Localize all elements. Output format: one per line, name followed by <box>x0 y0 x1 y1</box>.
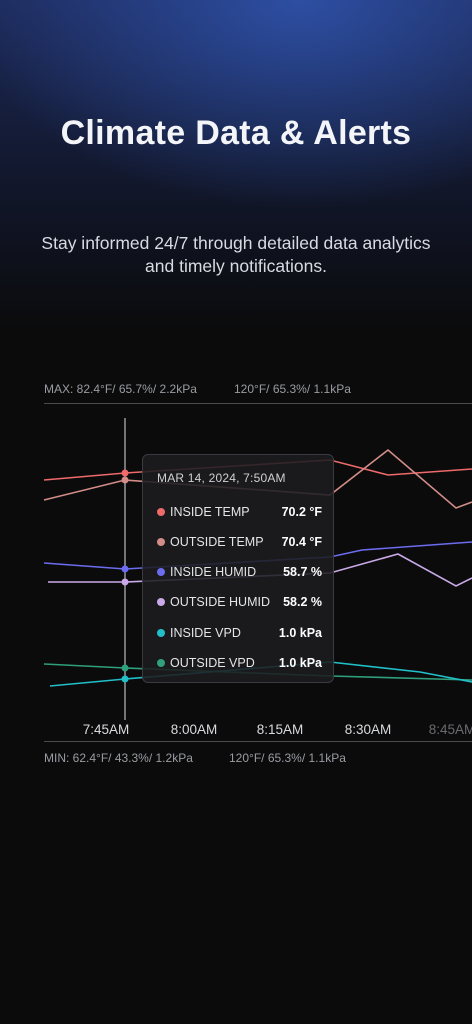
marker-inside-temp <box>121 469 129 477</box>
min-divider <box>44 741 472 742</box>
marker-outside-vpd <box>121 664 129 672</box>
tooltip-value: 1.0 kPa <box>278 626 322 640</box>
min-range-right: 120°F/ 65.3%/ 1.1kPa <box>229 751 346 765</box>
min-range-left: MIN: 62.4°F/ 43.3%/ 1.2kPa <box>44 751 193 765</box>
series-line-outside-humid <box>48 553 472 587</box>
tooltip-row-outside-temp: OUTSIDE TEMP 70.4 °F <box>157 534 327 550</box>
x-tick-label: 8:30AM <box>344 722 392 737</box>
page-subtitle: Stay informed 24/7 through detailed data… <box>41 233 431 276</box>
outside-temp-dot-icon <box>157 538 165 546</box>
tooltip-row-inside-humid: INSIDE HUMID 58.7 % <box>157 564 327 580</box>
hero-background <box>0 0 472 330</box>
max-range-left: MAX: 82.4°F/ 65.7%/ 2.2kPa <box>44 382 197 396</box>
x-tick-label: 8:45AM <box>428 722 472 737</box>
chart-tooltip: MAR 14, 2024, 7:50AM INSIDE TEMP 70.2 °F… <box>142 454 334 683</box>
tooltip-row-inside-vpd: INSIDE VPD 1.0 kPa <box>157 625 327 641</box>
marker-outside-humid <box>121 578 129 586</box>
tooltip-label: OUTSIDE VPD <box>170 656 255 670</box>
x-tick-label: 8:00AM <box>170 722 218 737</box>
inside-temp-dot-icon <box>157 508 165 516</box>
tooltip-date: MAR 14, 2024, 7:50AM <box>157 471 286 485</box>
tooltip-label: INSIDE TEMP <box>170 505 250 519</box>
inside-vpd-dot-icon <box>157 629 165 637</box>
x-tick-label: 8:15AM <box>256 722 304 737</box>
tooltip-row-outside-humid: OUTSIDE HUMID 58.2 % <box>157 594 327 610</box>
tooltip-value: 70.2 °F <box>281 505 322 519</box>
outside-humid-dot-icon <box>157 598 165 606</box>
tooltip-label: INSIDE HUMID <box>170 565 257 579</box>
series-line-outside-temp <box>43 448 472 509</box>
tooltip-row-inside-temp: INSIDE TEMP 70.2 °F <box>157 504 327 520</box>
page-title: Climate Data & Alerts <box>60 114 412 152</box>
tooltip-value: 58.2 % <box>283 595 322 609</box>
max-range-right: 120°F/ 65.3%/ 1.1kPa <box>234 382 351 396</box>
max-divider <box>44 403 472 404</box>
tooltip-label: OUTSIDE HUMID <box>170 595 270 609</box>
marker-inside-vpd <box>121 675 129 683</box>
tooltip-value: 1.0 kPa <box>278 656 322 670</box>
marker-outside-temp <box>121 476 129 484</box>
x-tick-label: 7:45AM <box>82 722 130 737</box>
tooltip-value: 70.4 °F <box>281 535 322 549</box>
marker-inside-humid <box>121 565 129 573</box>
tooltip-row-outside-vpd: OUTSIDE VPD 1.0 kPa <box>157 655 327 671</box>
tooltip-label: INSIDE VPD <box>170 626 241 640</box>
tooltip-value: 58.7 % <box>283 565 322 579</box>
outside-vpd-dot-icon <box>157 659 165 667</box>
inside-humid-dot-icon <box>157 568 165 576</box>
tooltip-label: OUTSIDE TEMP <box>170 535 264 549</box>
